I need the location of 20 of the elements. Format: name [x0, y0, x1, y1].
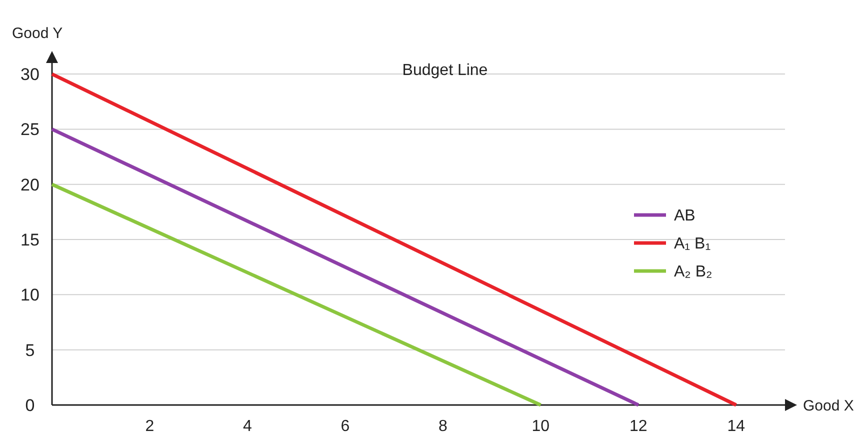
x-tick-label: 4	[243, 418, 252, 435]
y-axis-title: Good Y	[12, 25, 63, 42]
x-tick-label: 10	[532, 418, 550, 435]
x-axis-title: Good X	[803, 397, 854, 414]
y-tick-label: 5	[25, 340, 35, 360]
legend-label: A₂ B₂	[674, 264, 712, 281]
y-tick-label: 10	[20, 286, 40, 305]
x-tick-label: 12	[630, 418, 648, 435]
chart-title: Budget Line	[402, 62, 488, 79]
legend-label: AB	[674, 208, 696, 225]
y-tick-label: 15	[20, 230, 40, 250]
x-tick-label: 14	[727, 418, 746, 435]
legend-label: A₁ B₁	[674, 236, 711, 253]
y-tick-label: 0	[25, 396, 35, 415]
y-tick-label: 25	[20, 120, 40, 140]
y-tick-label: 20	[20, 175, 40, 194]
x-tick-label: 6	[340, 418, 350, 435]
y-tick-label: 30	[20, 64, 40, 84]
x-tick-label: 8	[438, 418, 448, 435]
x-tick-label: 2	[145, 418, 154, 435]
